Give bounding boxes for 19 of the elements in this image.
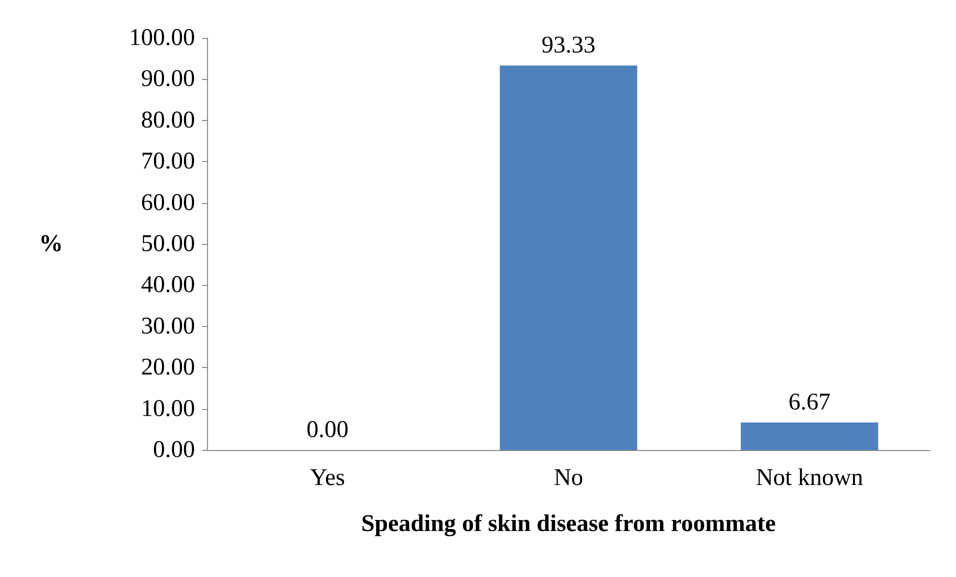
data-label: 6.67 (788, 390, 830, 416)
y-tick-label: 50.00 (141, 231, 195, 257)
y-axis-title: % (39, 231, 63, 257)
x-tick-label: Not known (756, 465, 864, 491)
x-tick-label: Yes (310, 465, 345, 491)
x-axis-title: Speading of skin disease from roommate (361, 511, 776, 537)
data-label: 93.33 (542, 32, 596, 58)
y-tick-label: 90.00 (141, 66, 195, 92)
y-tick-label: 70.00 (141, 148, 195, 175)
y-tick-label: 10.00 (141, 396, 195, 422)
y-tick-label: 100.00 (129, 25, 195, 51)
y-tick-label: 80.00 (141, 107, 195, 134)
x-tick-label: No (554, 465, 584, 491)
y-tick-label: 60.00 (141, 190, 195, 216)
y-tick-label: 20.00 (141, 354, 195, 381)
y-tick-label: 0.00 (153, 437, 195, 463)
y-tick-label: 30.00 (141, 313, 195, 340)
data-label: 0.00 (306, 417, 348, 443)
y-tick-label: 40.00 (141, 272, 195, 298)
